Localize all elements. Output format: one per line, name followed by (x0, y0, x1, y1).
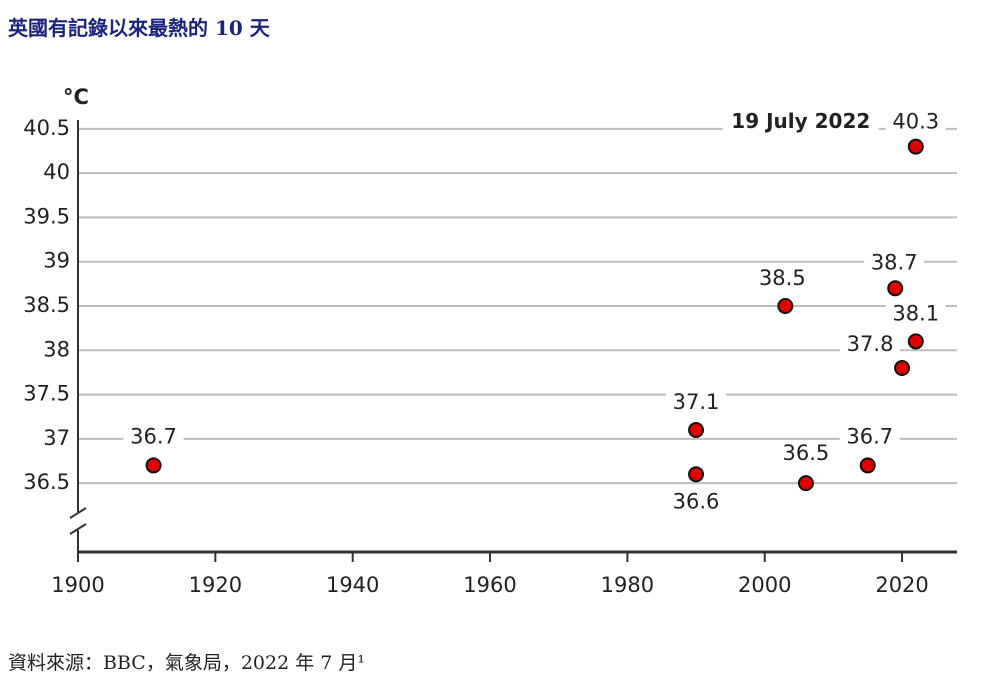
label-bg (666, 489, 727, 516)
label-bg (839, 424, 900, 451)
x-tick-label: 1960 (463, 573, 516, 597)
y-tick-label: 40.5 (23, 116, 70, 140)
point (859, 457, 876, 474)
y-tick-label: 38 (43, 337, 70, 361)
data-label: 40.3 (892, 110, 939, 134)
label-bg (666, 390, 727, 416)
data-label: 37.8 (847, 332, 894, 356)
point (688, 466, 705, 483)
y-tick-label: 36.5 (23, 470, 70, 494)
point (907, 333, 924, 350)
label-bg (864, 250, 925, 277)
y-tick-label: 40 (43, 160, 70, 184)
label-bg (885, 301, 946, 328)
label-bg (752, 266, 813, 292)
data-label: 36.7 (130, 424, 177, 448)
data-label: 38.5 (759, 266, 806, 290)
annotation: 19 July 2022 (731, 109, 870, 133)
axis-break (69, 523, 87, 535)
chart: °C 36.5 37 37.5 38 38.5 39 39.5 40 40.5 1900 1920 1… (23, 85, 957, 597)
point (907, 138, 924, 155)
label-bg (722, 109, 879, 136)
data-label: 36.7 (846, 424, 893, 448)
data-label: 38.1 (892, 301, 939, 325)
data-label: 38.7 (871, 250, 918, 274)
x-tick-label: 2000 (738, 573, 791, 597)
data-label: 36.5 (783, 441, 830, 465)
x-tick-label: 1920 (189, 573, 242, 597)
data-label: 37.1 (673, 390, 720, 414)
label-bg (840, 332, 901, 358)
source: 資料來源：BBC，氣象局，2022 年 7 月¹ (8, 652, 365, 674)
x-tick-label: 2020 (875, 573, 928, 597)
y-tick-label: 37.5 (23, 382, 70, 406)
y-tick-label: 39.5 (23, 204, 70, 228)
x-tick-label: 1980 (601, 573, 654, 597)
point (887, 280, 904, 297)
label-bg (123, 424, 184, 451)
point (145, 457, 162, 474)
point (894, 360, 911, 376)
label-bg (885, 109, 946, 136)
chart-title: 英國有記錄以來最熱的 10 天 (8, 16, 270, 40)
label-bg (775, 441, 836, 468)
axis-break (69, 507, 87, 519)
y-tick-label: 37 (43, 426, 70, 450)
point (777, 298, 794, 314)
x-tick-label: 1900 (51, 573, 104, 597)
y-tick-label: 39 (43, 249, 70, 273)
point (688, 422, 705, 438)
y-tick-label: 38.5 (23, 293, 70, 317)
point (797, 475, 814, 492)
data-label: 36.6 (673, 489, 720, 513)
x-tick-label: 1940 (326, 573, 379, 597)
y-unit: °C (63, 85, 89, 109)
